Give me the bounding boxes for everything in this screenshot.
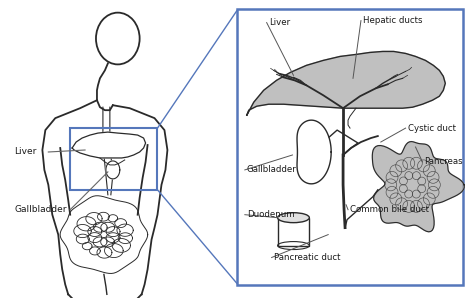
Bar [70, 128, 157, 190]
Polygon shape [297, 120, 331, 184]
Text: Pancreas: Pancreas [424, 158, 463, 167]
Polygon shape [373, 141, 465, 232]
Bar [237, 9, 463, 285]
Text: Liver: Liver [15, 147, 37, 156]
Text: Common bile duct: Common bile duct [350, 205, 429, 214]
Polygon shape [106, 161, 120, 179]
Text: Gallbladder: Gallbladder [15, 205, 67, 214]
Text: Duodenum: Duodenum [247, 210, 294, 219]
Text: Gallbladder: Gallbladder [247, 165, 297, 174]
Text: Cystic duct: Cystic duct [408, 123, 456, 132]
Polygon shape [72, 132, 146, 158]
Text: Pancreatic duct: Pancreatic duct [273, 253, 340, 262]
Text: Liver: Liver [269, 18, 290, 27]
Text: Hepatic ducts: Hepatic ducts [363, 16, 422, 25]
Polygon shape [247, 51, 445, 115]
Ellipse shape [278, 213, 310, 223]
Bar [278, 218, 310, 245]
